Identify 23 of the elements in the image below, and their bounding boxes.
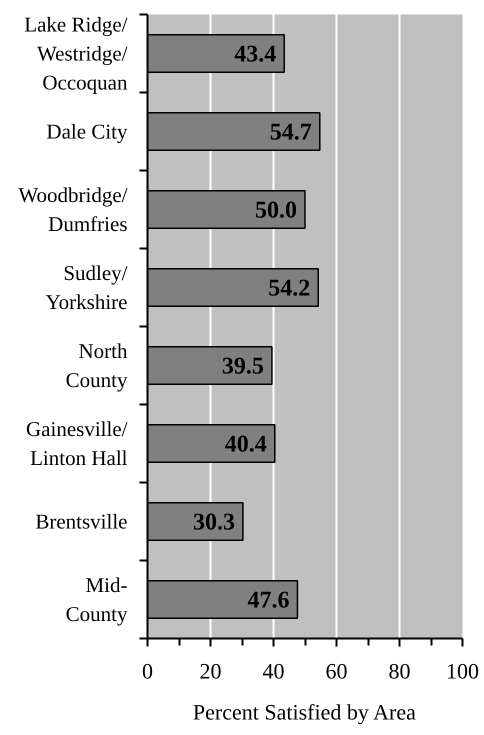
- y-tick-label: Sudley/ Yorkshire: [46, 261, 128, 314]
- y-tick-label: Dale City: [46, 120, 128, 144]
- data-label: 39.5: [222, 354, 264, 380]
- data-label: 40.4: [224, 432, 267, 458]
- x-tick-label: 0: [142, 658, 153, 684]
- y-tick-label: Brentsville: [35, 510, 128, 534]
- x-axis-title: Percent Satisfied by Area: [192, 700, 416, 724]
- data-label: 43.4: [234, 42, 276, 68]
- data-label: 47.6: [247, 588, 290, 614]
- data-label: 50.0: [255, 198, 297, 224]
- data-label: 30.3: [192, 510, 235, 536]
- x-tick-label: 20: [200, 658, 222, 684]
- y-tick-label: North County: [66, 339, 128, 392]
- x-tick-label: 80: [388, 658, 410, 684]
- y-tick-label: Woodbridge/ Dumfries: [18, 183, 128, 236]
- data-label: 54.7: [270, 120, 312, 146]
- x-tick-label: 40: [262, 658, 284, 684]
- x-tick-label: 60: [326, 658, 348, 684]
- y-tick-label: Mid- County: [66, 573, 128, 626]
- x-tick-label: 100: [446, 658, 479, 684]
- y-tick-label: Lake Ridge/ Westridge/ Occoquan: [24, 12, 128, 94]
- data-label: 54.2: [268, 276, 310, 302]
- y-tick-label: Gainesville/ Linton Hall: [26, 417, 128, 470]
